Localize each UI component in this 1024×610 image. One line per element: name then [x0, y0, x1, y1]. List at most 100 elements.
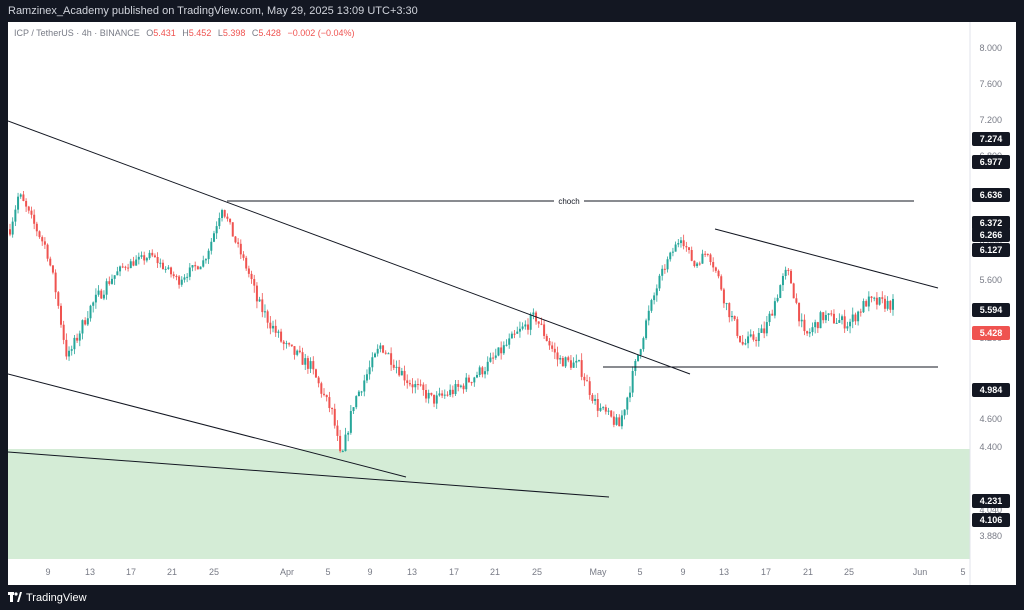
- candle: [196, 265, 199, 270]
- candle: [172, 271, 175, 279]
- svg-text:6.266: 6.266: [980, 230, 1003, 240]
- time-tick-label: 13: [719, 567, 729, 577]
- time-tick-label: 9: [367, 567, 372, 577]
- publish-line: Ramzinex_Academy published on TradingVie…: [8, 5, 418, 17]
- candle: [441, 390, 444, 399]
- time-tick-label: 9: [45, 567, 50, 577]
- candle: [851, 307, 854, 329]
- candle: [239, 239, 242, 260]
- candle: [325, 394, 328, 402]
- candle: [30, 206, 33, 219]
- svg-text:4.106: 4.106: [980, 515, 1003, 525]
- candle: [591, 393, 594, 404]
- candle: [202, 255, 205, 268]
- candle: [553, 342, 556, 360]
- candle: [881, 291, 884, 304]
- candle: [827, 313, 830, 322]
- high-key: H: [182, 28, 189, 38]
- candle: [108, 276, 111, 286]
- candle: [478, 365, 481, 378]
- candle: [757, 328, 760, 347]
- lower-channel-line[interactable]: [8, 373, 407, 478]
- price-chart[interactable]: 8.0007.6007.2006.8006.4006.0005.6005.200…: [8, 22, 1016, 585]
- candle: [400, 367, 403, 376]
- candle: [878, 297, 881, 306]
- candle: [191, 265, 194, 272]
- candle: [543, 320, 546, 339]
- candle: [258, 296, 261, 302]
- candle: [792, 282, 795, 299]
- candle: [73, 335, 76, 355]
- candle: [508, 333, 511, 349]
- candle: [352, 406, 355, 414]
- candle: [414, 380, 417, 394]
- candle: [781, 273, 784, 291]
- candle: [416, 378, 419, 390]
- candle: [363, 374, 366, 397]
- candle: [575, 354, 578, 368]
- candle: [663, 264, 666, 274]
- candle: [365, 369, 368, 384]
- candle: [76, 333, 79, 344]
- candle: [57, 291, 60, 309]
- trendline-drawings[interactable]: choch: [8, 120, 939, 498]
- candle: [768, 311, 771, 326]
- candle: [159, 258, 162, 268]
- candle: [693, 260, 696, 268]
- candle: [92, 301, 95, 313]
- candle: [618, 414, 621, 427]
- candle: [892, 294, 894, 316]
- candle: [433, 394, 436, 408]
- price-axis-label: 6.977: [972, 155, 1010, 169]
- candle: [285, 340, 288, 349]
- chart-frame[interactable]: 8.0007.6007.2006.8006.4006.0005.6005.200…: [8, 22, 1016, 585]
- svg-text:4.231: 4.231: [980, 496, 1003, 506]
- candle: [408, 379, 411, 387]
- candle: [755, 336, 758, 347]
- candle: [242, 251, 245, 261]
- candle: [180, 276, 183, 287]
- candle: [647, 305, 650, 326]
- candle: [234, 236, 237, 244]
- publish-header: Ramzinex_Academy published on TradingVie…: [0, 0, 1024, 22]
- support-trendline[interactable]: [8, 451, 610, 498]
- candle: [229, 218, 232, 225]
- time-tick-label: Apr: [280, 567, 294, 577]
- tradingview-logo[interactable]: TradingView: [8, 590, 87, 606]
- candle: [296, 349, 299, 357]
- candle: [161, 259, 164, 270]
- candle: [84, 317, 87, 326]
- candle: [347, 430, 350, 442]
- candle: [194, 261, 197, 271]
- falling-resistance-line[interactable]: [714, 228, 939, 289]
- candle: [113, 275, 116, 285]
- candle: [465, 373, 468, 392]
- time-tick-label: May: [589, 567, 607, 577]
- candle: [607, 407, 610, 416]
- candle: [808, 328, 811, 338]
- candle: [816, 321, 819, 333]
- candle: [38, 230, 41, 239]
- upper-channel-line[interactable]: [8, 120, 691, 375]
- candle: [336, 420, 339, 441]
- candle: [250, 270, 253, 284]
- candle: [62, 320, 65, 345]
- candle: [739, 335, 742, 344]
- choch-label: choch: [558, 197, 579, 206]
- time-tick-label: 5: [637, 567, 642, 577]
- candle: [806, 330, 809, 337]
- candle: [312, 356, 315, 375]
- candle: [280, 328, 283, 343]
- candle: [170, 266, 173, 278]
- candle: [41, 235, 44, 246]
- candle: [430, 392, 433, 397]
- price-tick-label: 5.600: [979, 275, 1002, 285]
- candle: [175, 274, 178, 281]
- candle: [425, 384, 428, 403]
- high-value: 5.452: [188, 28, 212, 38]
- candle: [776, 294, 779, 303]
- candle: [293, 345, 296, 360]
- low-value: 5.398: [222, 28, 246, 38]
- candle: [314, 368, 317, 378]
- candle: [653, 292, 656, 305]
